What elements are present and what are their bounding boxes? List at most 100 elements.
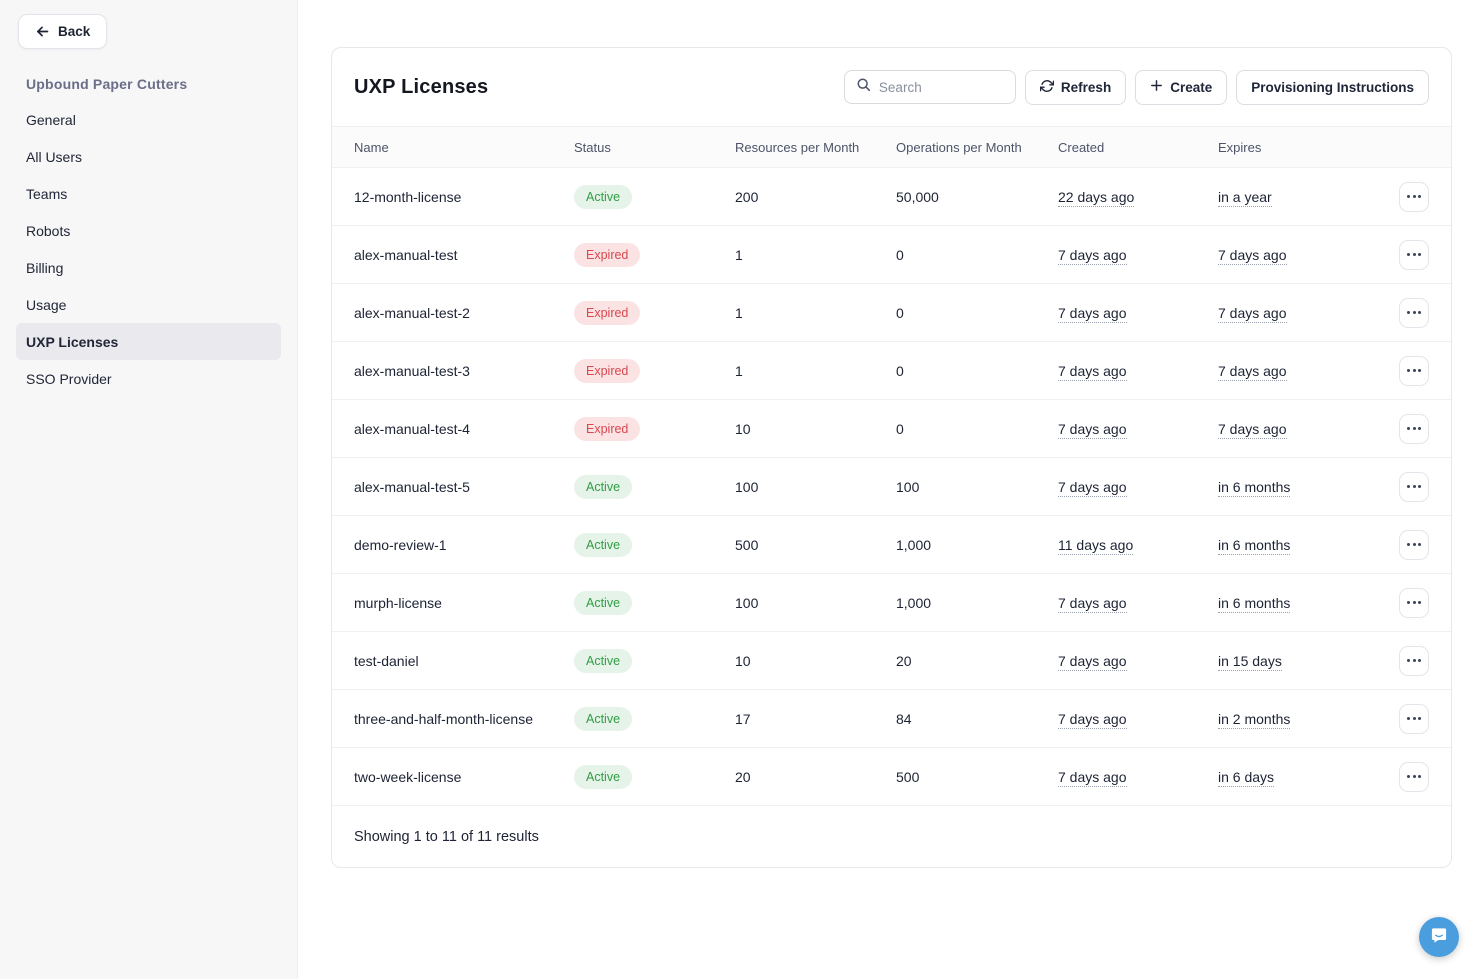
operations-value: 0 <box>896 246 904 263</box>
ellipsis-icon <box>1407 195 1421 198</box>
ellipsis-icon <box>1407 775 1421 778</box>
row-actions-button[interactable] <box>1399 239 1429 270</box>
operations-value: 0 <box>896 362 904 379</box>
created-value[interactable]: 7 days ago <box>1058 420 1127 439</box>
created-value[interactable]: 22 days ago <box>1058 188 1135 207</box>
provisioning-instructions-label: Provisioning Instructions <box>1251 79 1414 95</box>
table-row: alex-manual-test-3 Expired 1 0 7 days ag… <box>332 342 1451 400</box>
sidebar-item-label: Teams <box>26 185 68 202</box>
resources-value: 200 <box>735 188 759 205</box>
expires-value[interactable]: 7 days ago <box>1218 304 1287 323</box>
created-value[interactable]: 7 days ago <box>1058 594 1127 613</box>
sidebar-item-label: Usage <box>26 296 67 313</box>
status-badge: Expired <box>574 242 641 267</box>
resources-value: 100 <box>735 478 759 495</box>
back-button-label: Back <box>58 24 91 39</box>
page-title: UXP Licenses <box>354 75 489 98</box>
sidebar-item-general[interactable]: General <box>16 101 281 138</box>
expires-value[interactable]: in a year <box>1218 188 1272 207</box>
search-icon <box>856 77 871 97</box>
resources-value: 100 <box>735 594 759 611</box>
ellipsis-icon <box>1407 543 1421 546</box>
created-value[interactable]: 7 days ago <box>1058 768 1127 787</box>
sidebar-item-all-users[interactable]: All Users <box>16 138 281 175</box>
back-button[interactable]: Back <box>18 14 108 49</box>
sidebar-item-usage[interactable]: Usage <box>16 286 281 323</box>
resources-value: 1 <box>735 304 743 321</box>
status-badge: Active <box>574 474 633 499</box>
expires-value[interactable]: 7 days ago <box>1218 246 1287 265</box>
row-actions-button[interactable] <box>1399 761 1429 792</box>
row-actions-button[interactable] <box>1399 471 1429 502</box>
created-value[interactable]: 7 days ago <box>1058 246 1127 265</box>
status-badge: Active <box>574 648 633 673</box>
sidebar-item-teams[interactable]: Teams <box>16 175 281 212</box>
arrow-left-icon <box>35 24 50 39</box>
license-name: 12-month-license <box>354 188 462 205</box>
ellipsis-icon <box>1407 659 1421 662</box>
search-box <box>843 70 1016 104</box>
expires-value[interactable]: 7 days ago <box>1218 362 1287 381</box>
sidebar-item-sso-provider[interactable]: SSO Provider <box>16 360 281 397</box>
column-header: Expires <box>1218 139 1262 155</box>
resources-value: 1 <box>735 246 743 263</box>
created-value[interactable]: 7 days ago <box>1058 710 1127 729</box>
create-button[interactable]: Create <box>1135 69 1228 105</box>
status-badge: Active <box>574 764 633 789</box>
status-badge: Active <box>574 590 633 615</box>
results-summary: Showing 1 to 11 of 11 results <box>354 828 539 845</box>
table-body: 12-month-license Active 200 50,000 22 da… <box>332 168 1451 806</box>
row-actions-button[interactable] <box>1399 587 1429 618</box>
status-badge: Active <box>574 706 633 731</box>
provisioning-instructions-button[interactable]: Provisioning Instructions <box>1236 69 1429 105</box>
operations-value: 84 <box>896 710 912 727</box>
ellipsis-icon <box>1407 253 1421 256</box>
expires-value[interactable]: in 6 days <box>1218 768 1275 787</box>
licenses-card: UXP Licenses <box>331 47 1452 868</box>
operations-value: 1,000 <box>896 594 932 611</box>
license-name: test-daniel <box>354 652 419 669</box>
column-header: Status <box>574 139 611 155</box>
row-actions-button[interactable] <box>1399 645 1429 676</box>
row-actions-button[interactable] <box>1399 181 1429 212</box>
expires-value[interactable]: in 6 months <box>1218 478 1291 497</box>
create-button-label: Create <box>1170 79 1213 95</box>
created-value[interactable]: 11 days ago <box>1058 536 1134 555</box>
created-value[interactable]: 7 days ago <box>1058 362 1127 381</box>
expires-value[interactable]: 7 days ago <box>1218 420 1287 439</box>
row-actions-button[interactable] <box>1399 355 1429 386</box>
resources-value: 17 <box>735 710 751 727</box>
sidebar-item-billing[interactable]: Billing <box>16 249 281 286</box>
sidebar-item-label: SSO Provider <box>26 370 112 387</box>
expires-value[interactable]: in 6 months <box>1218 594 1291 613</box>
sidebar-item-label: General <box>26 111 76 128</box>
license-name: murph-license <box>354 594 442 611</box>
row-actions-button[interactable] <box>1399 529 1429 560</box>
refresh-button[interactable]: Refresh <box>1024 69 1127 105</box>
sidebar-item-robots[interactable]: Robots <box>16 212 281 249</box>
card-header: UXP Licenses <box>332 48 1451 126</box>
resources-value: 10 <box>735 420 751 437</box>
sync-arrows-icon <box>1039 79 1055 96</box>
license-name: alex-manual-test-2 <box>354 304 470 321</box>
sidebar-item-uxp-licenses[interactable]: UXP Licenses <box>16 323 281 360</box>
expires-value[interactable]: in 2 months <box>1218 710 1291 729</box>
row-actions-button[interactable] <box>1399 297 1429 328</box>
ellipsis-icon <box>1407 485 1421 488</box>
license-name: alex-manual-test <box>354 246 458 263</box>
chat-launcher-button[interactable] <box>1419 917 1459 957</box>
speech-bubble-smile-icon <box>1429 925 1449 950</box>
sidebar-item-label: Robots <box>26 222 71 239</box>
expires-value[interactable]: in 6 months <box>1218 536 1291 555</box>
created-value[interactable]: 7 days ago <box>1058 304 1127 323</box>
search-input[interactable] <box>878 79 1004 95</box>
created-value[interactable]: 7 days ago <box>1058 478 1127 497</box>
expires-value[interactable]: in 15 days <box>1218 652 1282 671</box>
org-title: Upbound Paper Cutters <box>26 75 188 92</box>
main-content: UXP Licenses <box>298 0 1484 979</box>
created-value[interactable]: 7 days ago <box>1058 652 1127 671</box>
table-row: three-and-half-month-license Active 17 8… <box>332 690 1451 748</box>
row-actions-button[interactable] <box>1399 703 1429 734</box>
table-row: 12-month-license Active 200 50,000 22 da… <box>332 168 1451 226</box>
row-actions-button[interactable] <box>1399 413 1429 444</box>
